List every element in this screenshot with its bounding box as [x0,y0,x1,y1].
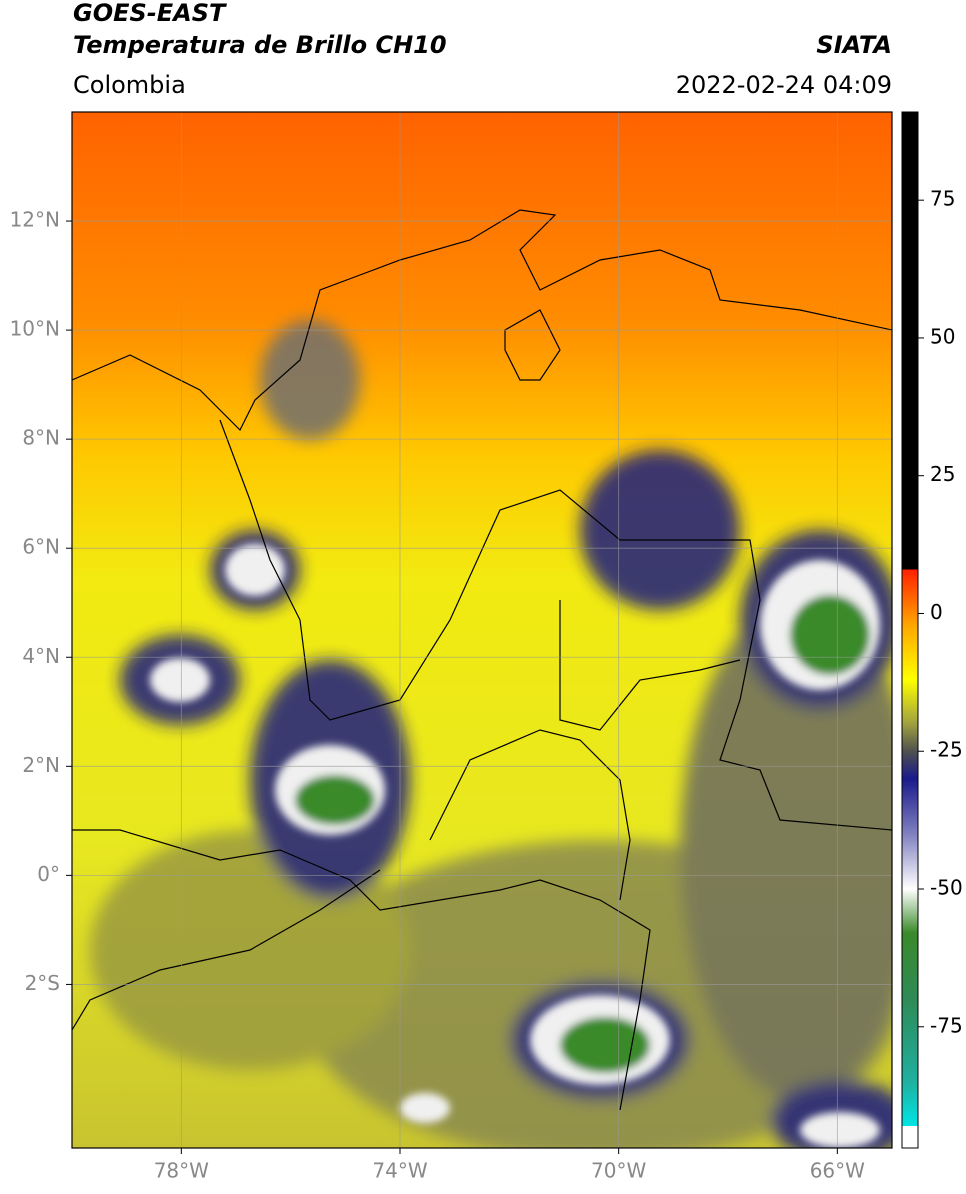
y-tick-label: 2°S [25,971,60,995]
y-tick-label: 12°N [10,208,60,232]
satellite-image [72,112,892,1148]
x-tick-label: 66°W [810,1159,865,1183]
x-tick-label: 78°W [154,1159,209,1183]
y-tick-label: 0° [37,862,60,886]
colorbar-frame [901,111,919,1149]
y-tick-label: 2°N [22,753,60,777]
title: GOES-EAST [73,0,227,27]
y-tick-label: 10°N [10,317,60,341]
colorbar-tick-label: 50 [930,324,955,348]
x-tick-label: 74°W [372,1159,427,1183]
x-tick-label: 70°W [591,1159,646,1183]
colorbar-tick-label: -25 [930,738,963,762]
y-tick-label: 8°N [22,426,60,450]
colorbar-tick-label: 25 [930,462,955,486]
region: Colombia [73,71,186,99]
subtitle: Temperatura de Brillo CH10 [73,31,447,59]
colorbar-tick-label: 75 [930,187,955,211]
colorbar-tick-label: 0 [930,600,943,624]
borders [72,209,892,1111]
y-tick-label: 4°N [22,644,60,668]
map-frame [71,111,893,1149]
datetime: 2022-02-24 04:09 [676,71,892,99]
colorbar: 75 50 25 0 -25 -50 -75 [902,112,963,1148]
colorbar-fill [902,112,918,1148]
grid: 78°W 74°W 70°W 66°W 12°N 10°N 8°N 6°N 4°N 2°N 0° 2°… [10,112,892,1183]
y-tick-label: 6°N [22,535,60,559]
colorbar-tick-label: -50 [930,876,963,900]
colorbar-tick-label: -75 [930,1013,963,1037]
source: SIATA [816,31,892,59]
